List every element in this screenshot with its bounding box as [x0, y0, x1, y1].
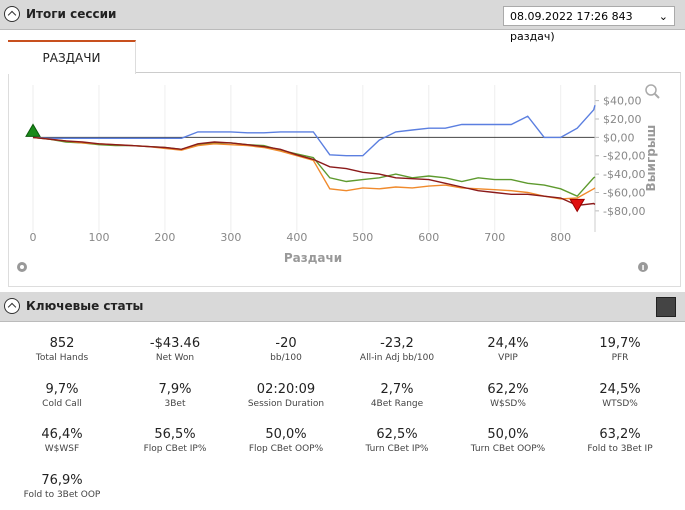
x-tick-label: 200	[154, 231, 175, 244]
collapse-button[interactable]	[4, 298, 20, 314]
x-tick-label: 300	[220, 231, 241, 244]
stat-value: 50,0%	[487, 427, 529, 442]
stat-label: bb/100	[270, 353, 302, 363]
stat: 852 Total Hands	[7, 336, 117, 363]
y-tick-label: $0,00	[603, 131, 635, 144]
x-tick-label: 400	[286, 231, 307, 244]
x-tick-label: 800	[550, 231, 571, 244]
y-axis-title: Выигрыш	[644, 125, 658, 192]
stat: 56,5% Flop CBet IP%	[120, 427, 230, 454]
stat-label: Total Hands	[35, 353, 89, 363]
stat: -$43.46 Net Won	[120, 336, 230, 363]
stat: 24,4% VPIP	[453, 336, 563, 363]
stat-value: -20	[275, 336, 297, 351]
stat-label: W$WSF	[44, 444, 80, 454]
stat-value: -23,2	[380, 336, 414, 351]
stat-value: 63,2%	[599, 427, 641, 442]
stat-label: Turn CBet IP%	[365, 444, 429, 454]
stats-header: Ключевые статы	[0, 292, 685, 322]
stat-label: Turn CBet OOP%	[470, 444, 546, 454]
stat: 46,4% W$WSF	[7, 427, 117, 454]
y-tick-label: -$80,00	[603, 205, 645, 218]
y-tick-label: -$40,00	[603, 168, 645, 181]
stat: 63,2% Fold to 3Bet IP	[565, 427, 675, 454]
chart-panel	[8, 72, 681, 287]
stat: 50,0% Turn CBet OOP%	[453, 427, 563, 454]
stat: 50,0% Flop CBet OOP%	[231, 427, 341, 454]
stat-value: 62,5%	[376, 427, 418, 442]
start-marker	[25, 123, 41, 137]
stat-value: 56,5%	[154, 427, 196, 442]
stat-label: PFR	[611, 353, 629, 363]
stat-label: Cold Call	[42, 398, 82, 409]
session-text: 08.09.2022 17:26 843 раздач)	[510, 10, 633, 43]
stat-value: 19,7%	[599, 336, 641, 351]
chart: Выигрыш Раздачи 0 100 200 300 400 500 600 700 80…	[17, 84, 660, 272]
header-title: Итоги сессии	[26, 7, 117, 21]
stats-title: Ключевые статы	[26, 299, 144, 313]
stat-value: 46,4%	[41, 427, 83, 442]
zoom-icon[interactable]	[645, 84, 660, 99]
x-tick-label: 100	[88, 231, 109, 244]
stat: 02:20:09 Session Duration	[231, 382, 341, 409]
y-tick-label: $40,00	[603, 95, 642, 108]
x-axis-title: Раздачи	[284, 251, 342, 265]
stat-label: Flop CBet OOP%	[248, 444, 324, 454]
stat: 62,5% Turn CBet IP%	[342, 427, 452, 454]
x-tick-label: 600	[418, 231, 439, 244]
stat-label: Flop CBet IP%	[143, 444, 207, 454]
stat-value: 2,7%	[380, 381, 414, 397]
stat-value: 76,9%	[41, 472, 83, 488]
stat: 7,9% 3Bet	[120, 382, 230, 409]
stat-label: Net Won	[155, 353, 195, 363]
y-tick-label: -$60,00	[603, 186, 645, 199]
x-tick-label: 500	[352, 231, 373, 244]
session-select[interactable]: 08.09.2022 17:26 843 раздач) ⌄	[503, 6, 675, 43]
stat: 2,7% 4Bet Range	[342, 382, 452, 409]
stat-value: 50,0%	[265, 427, 307, 442]
stat-value: 24,5%	[599, 381, 641, 397]
stat-label: Fold to 3Bet OOP	[23, 489, 101, 500]
info-icon[interactable]	[638, 262, 648, 272]
stat-value: 9,7%	[45, 381, 79, 397]
min-marker	[569, 198, 586, 213]
stat: 19,7% PFR	[565, 336, 675, 363]
x-tick-label: 0	[30, 231, 37, 244]
session-header: Итоги сессии 08.09.2022 17:26 843 раздач…	[0, 0, 685, 43]
settings-icon[interactable]	[17, 262, 27, 272]
stat-label: Session Duration	[247, 398, 325, 409]
stat-label: VPIP	[498, 353, 518, 363]
layout-button[interactable]	[656, 297, 676, 317]
tab[interactable]: РАЗДАЧИ	[8, 40, 136, 74]
stat: 24,5% WTSD%	[565, 382, 675, 409]
stat-label: 4Bet Range	[370, 398, 424, 409]
stat-value: 852	[49, 336, 75, 351]
stat: -23,2 All-in Adj bb/100	[342, 336, 452, 363]
stat: 9,7% Cold Call	[7, 382, 117, 409]
stat: -20 bb/100	[231, 336, 341, 363]
stat-value: 62,2%	[487, 381, 529, 397]
series-line	[32, 136, 596, 207]
y-tick-label: $20,00	[603, 113, 642, 126]
series-line	[32, 136, 596, 200]
stat-value: 7,9%	[158, 381, 192, 397]
stat-label: WTSD%	[602, 398, 638, 409]
stat-label: W$SD%	[490, 398, 526, 409]
series-line	[32, 105, 596, 157]
stat-label: 3Bet	[164, 398, 186, 409]
stat-value: 02:20:09	[256, 381, 316, 397]
stat-label: All-in Adj bb/100	[359, 353, 435, 363]
stat: 62,2% W$SD%	[453, 382, 563, 409]
x-tick-label: 700	[484, 231, 505, 244]
y-tick-label: -$20,00	[603, 150, 645, 163]
stat: 76,9% Fold to 3Bet OOP	[7, 473, 117, 500]
stat-label: Fold to 3Bet IP	[587, 444, 653, 454]
series-line	[32, 136, 596, 198]
stat-value: -$43.46	[149, 336, 201, 351]
stat-value: 24,4%	[487, 336, 529, 351]
collapse-button[interactable]	[4, 6, 20, 22]
